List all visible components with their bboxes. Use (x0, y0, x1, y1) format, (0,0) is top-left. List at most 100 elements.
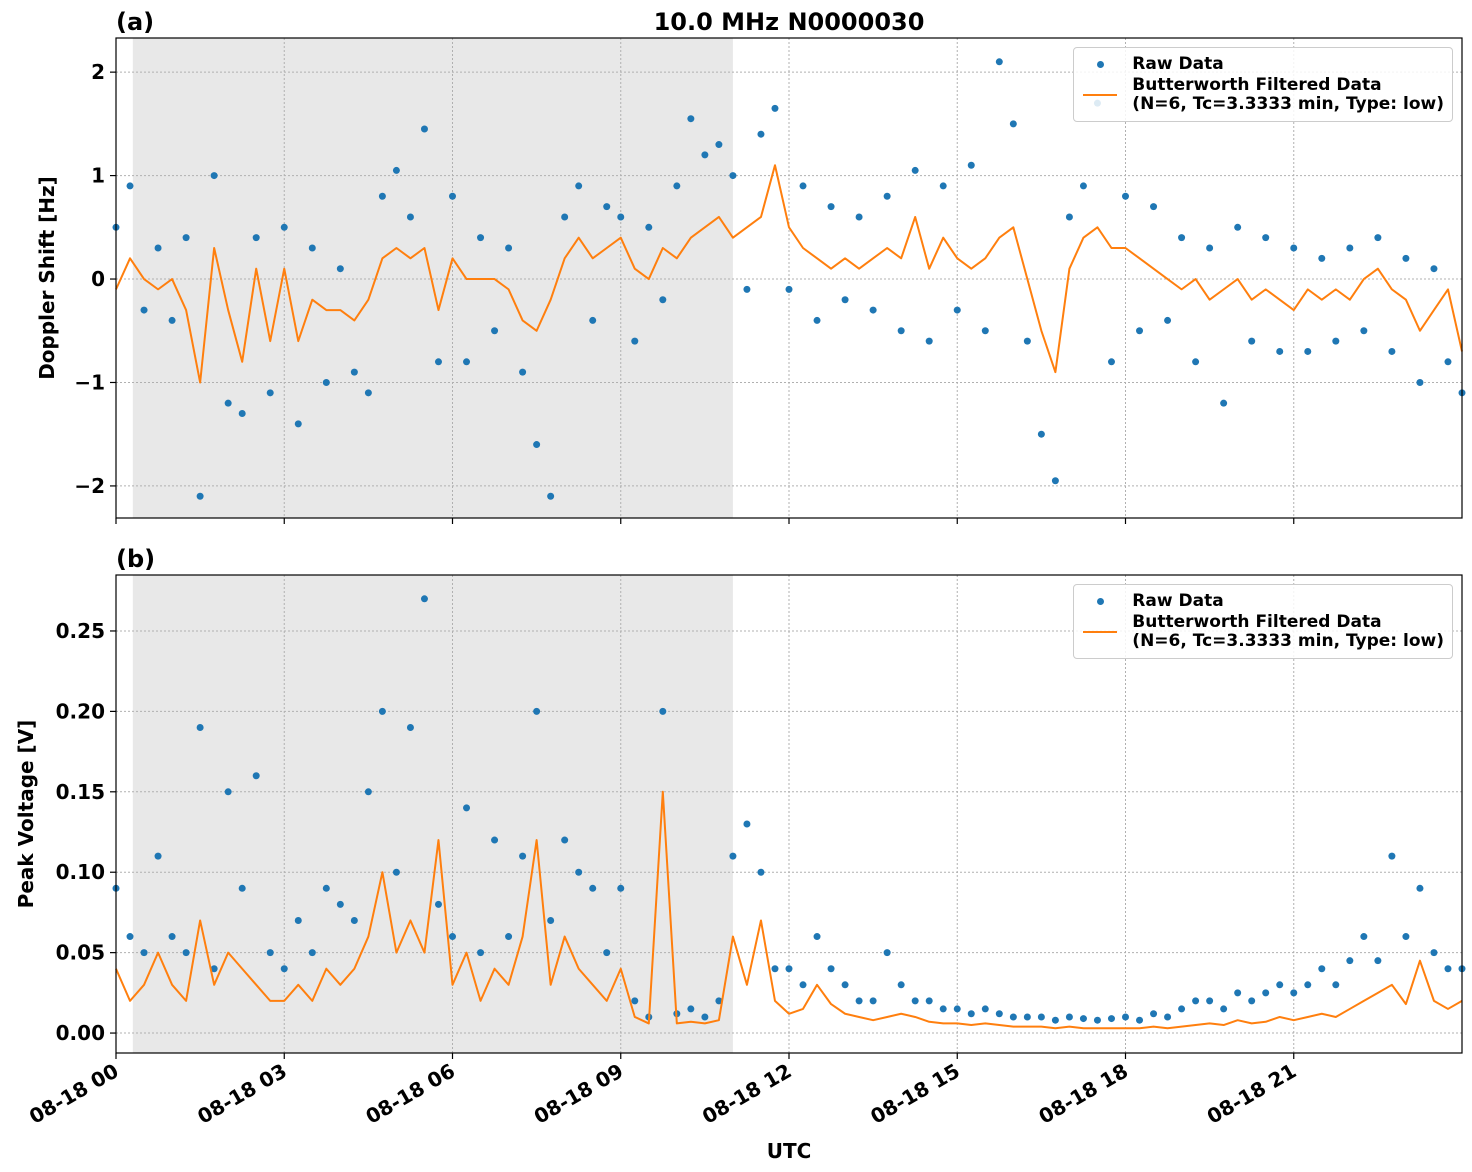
raw-point (294, 420, 302, 428)
raw-point (1332, 337, 1340, 345)
raw-point (1220, 399, 1228, 407)
raw-point (1065, 1013, 1073, 1021)
panel-label: (b) (116, 545, 155, 573)
panel: −2 −1 0 1 2 (a) 10.0 MHz N0000030 Doppler Shift… (35, 8, 1466, 524)
raw-point (715, 141, 723, 149)
raw-point (1164, 316, 1172, 324)
raw-point (252, 772, 260, 780)
raw-point (1430, 949, 1438, 957)
raw-point (1346, 244, 1354, 252)
x-tick-label: 08-18 09 (530, 1059, 628, 1129)
raw-point (238, 884, 246, 892)
raw-point (196, 723, 204, 731)
raw-point (659, 707, 667, 715)
raw-point (1178, 1005, 1186, 1013)
legend-swatch (1082, 61, 1118, 68)
raw-point (729, 172, 737, 180)
raw-point (1122, 1013, 1129, 1021)
y-tick-label: 0 (91, 267, 105, 291)
raw-point (1290, 244, 1298, 252)
raw-point (1360, 327, 1368, 335)
raw-point (659, 296, 667, 304)
raw-point (715, 997, 723, 1005)
plot-frame (115, 574, 1463, 1054)
raw-point (687, 1005, 695, 1013)
raw-point (519, 368, 527, 376)
raw-point (547, 916, 555, 924)
raw-point (575, 182, 583, 190)
legend-entry: Raw Data (1082, 55, 1444, 74)
raw-point (1234, 989, 1242, 997)
raw-point (1374, 234, 1382, 242)
raw-point (1276, 981, 1284, 989)
raw-point (883, 192, 891, 200)
raw-point (799, 981, 807, 989)
raw-point (547, 492, 555, 500)
raw-point (589, 884, 597, 892)
x-tick-label: 08-18 18 (1034, 1059, 1132, 1129)
raw-point (519, 852, 527, 860)
raw-point (168, 933, 176, 941)
legend-swatch (1082, 94, 1118, 96)
legend-swatch (1082, 631, 1118, 633)
raw-point (1416, 884, 1424, 892)
legend-line (1083, 94, 1118, 96)
raw-point (645, 223, 653, 231)
raw-point (729, 852, 737, 860)
y-tick-label: 0.15 (56, 780, 105, 804)
raw-point (1402, 933, 1410, 941)
raw-point (1009, 120, 1017, 128)
y-axis-label: Peak Voltage [V] (14, 720, 38, 909)
legend-entry: Butterworth Filtered Data (N=6, Tc=3.333… (1082, 76, 1444, 114)
raw-point (813, 316, 821, 324)
raw-point (1065, 213, 1073, 221)
filtered-line (115, 790, 1463, 1030)
raw-point (785, 285, 793, 293)
raw-point (967, 161, 975, 169)
raw-point (1164, 1013, 1172, 1021)
raw-point (1192, 997, 1200, 1005)
raw-point (939, 182, 947, 190)
raw-point (1051, 477, 1059, 485)
raw-point (1430, 265, 1438, 273)
raw-point (434, 358, 442, 366)
raw-point (350, 368, 358, 376)
raw-point (1332, 981, 1340, 989)
raw-point (434, 900, 442, 908)
plot-frame (115, 37, 1463, 519)
raw-point (561, 213, 569, 221)
raw-point (126, 182, 134, 190)
raw-point (1107, 1015, 1115, 1023)
filtered-line (115, 164, 1463, 384)
raw-point (1122, 192, 1129, 200)
raw-point (967, 1010, 975, 1018)
raw-point (140, 306, 148, 314)
legend-label: Butterworth Filtered Data (N=6, Tc=3.333… (1132, 75, 1444, 114)
raw-point (631, 997, 639, 1005)
raw-point (533, 441, 541, 449)
raw-point (308, 244, 316, 252)
raw-point (953, 306, 961, 314)
raw-point (238, 410, 246, 418)
raw-point (561, 836, 569, 844)
raw-point (420, 125, 428, 133)
raw-point (449, 933, 456, 941)
raw-point (154, 852, 162, 860)
legend-dot (1096, 61, 1104, 68)
raw-point (617, 884, 625, 892)
raw-point (294, 916, 302, 924)
raw-point (449, 192, 456, 200)
raw-point (1136, 327, 1144, 335)
y-tick-label: 0.00 (56, 1021, 105, 1045)
y-tick-label: 0.25 (56, 619, 105, 643)
raw-point (603, 949, 611, 957)
raw-point (841, 981, 849, 989)
raw-point (1346, 957, 1354, 965)
raw-point (827, 965, 835, 973)
legend-swatch (1082, 598, 1118, 605)
raw-point (126, 933, 134, 941)
y-tick-label: 1 (91, 164, 105, 188)
panel-label: (a) (116, 8, 154, 36)
shaded-region (132, 575, 733, 1053)
